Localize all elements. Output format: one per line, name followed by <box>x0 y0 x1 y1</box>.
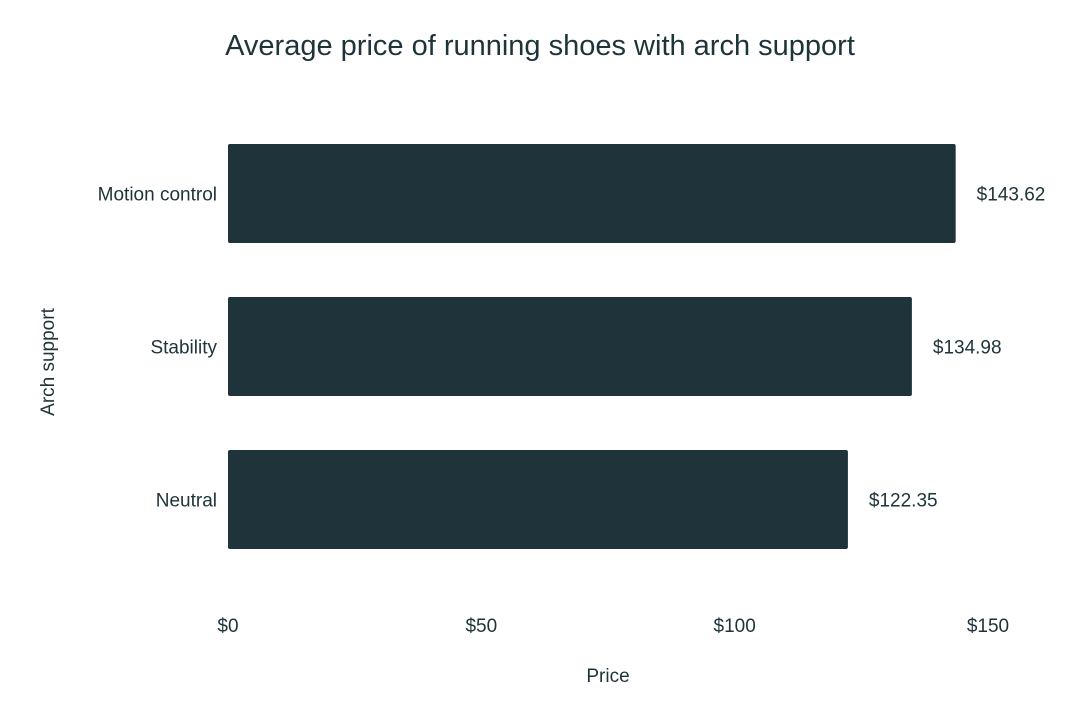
data-label: $134.98 <box>933 338 1002 359</box>
category-label: Motion control <box>98 185 217 206</box>
bars-layer <box>228 144 956 549</box>
bar-motion-control <box>228 144 956 243</box>
x-axis-label: Price <box>586 666 629 687</box>
x-tick-label: $100 <box>714 616 756 637</box>
chart-title: Average price of running shoes with arch… <box>225 30 855 62</box>
labels-layer: Motion control $143.62 Stability $134.98 Neu… <box>98 185 1046 512</box>
x-ticks-layer: $0 $50 $100 $150 <box>217 616 1009 637</box>
category-label: Stability <box>150 338 217 359</box>
category-label: Neutral <box>156 491 217 512</box>
bar-stability <box>228 297 912 396</box>
y-axis-label: Arch support <box>38 307 59 415</box>
bar-neutral <box>228 450 848 549</box>
x-tick-label: $50 <box>465 616 497 637</box>
data-label: $122.35 <box>869 491 938 512</box>
x-tick-label: $0 <box>217 616 238 637</box>
data-label: $143.62 <box>977 185 1046 206</box>
x-tick-label: $150 <box>967 616 1009 637</box>
